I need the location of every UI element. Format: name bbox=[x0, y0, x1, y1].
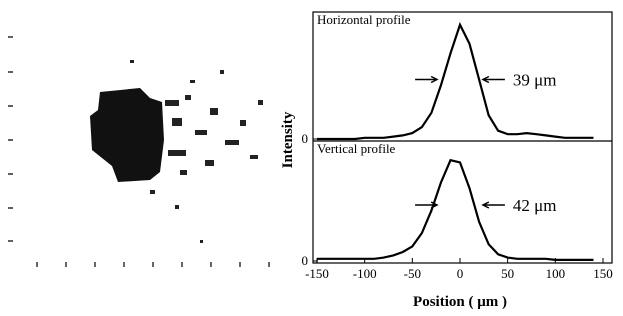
beam-image bbox=[8, 20, 269, 267]
x-tick-label: 150 bbox=[593, 266, 613, 281]
x-axis-label: Position ( μm ) bbox=[413, 294, 507, 310]
fwhm-arrow bbox=[483, 202, 505, 208]
panel-title: Vertical profile bbox=[317, 141, 396, 156]
x-tick-label: 50 bbox=[501, 266, 514, 281]
fwhm-arrow bbox=[483, 77, 505, 83]
y-tick-label: 0 bbox=[302, 131, 309, 146]
fwhm-arrow bbox=[415, 77, 437, 83]
x-tick-label: 0 bbox=[457, 266, 464, 281]
fwhm-arrow bbox=[415, 202, 437, 208]
x-tick-label: -150 bbox=[305, 266, 329, 281]
panel-title: Horizontal profile bbox=[317, 12, 411, 27]
x-tick-label: -100 bbox=[353, 266, 377, 281]
beam-spot bbox=[90, 88, 164, 182]
x-tick-label: 100 bbox=[546, 266, 566, 281]
fwhm-label: 39 μm bbox=[513, 71, 557, 90]
fwhm-label: 42 μm bbox=[513, 196, 557, 215]
x-tick-label: -50 bbox=[404, 266, 421, 281]
y-axis-label: Intensity bbox=[280, 111, 296, 168]
figure: Intensity Position ( μm ) Horizontal pro… bbox=[0, 0, 623, 316]
